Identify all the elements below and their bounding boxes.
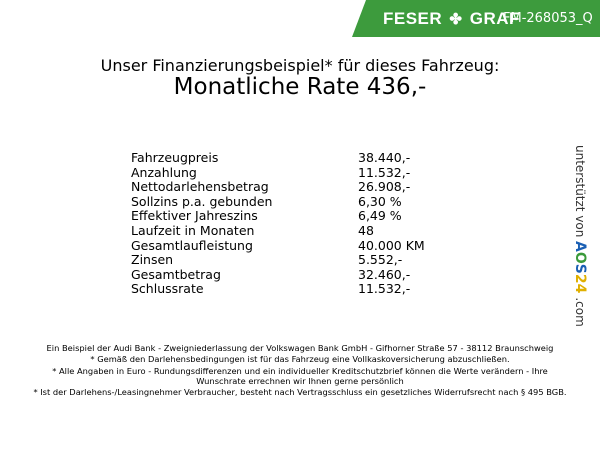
row-label: Sollzins p.a. gebunden [131, 193, 273, 209]
aos24-credit: unterstützt von AOS24 .com [572, 145, 588, 327]
row-label: Zinsen [131, 252, 174, 268]
row-label: Schlussrate [131, 281, 204, 297]
row-value: 40.000 KM [358, 237, 425, 253]
table-row: Gesamtlaufleistung 40.000 KM [131, 238, 431, 253]
footer-line: Ein Beispiel der Audi Bank - Zweignieder… [46, 343, 554, 353]
row-label: Nettodarlehensbetrag [131, 179, 269, 195]
finance-table: Fahrzeugpreis 38.440,- Anzahlung 11.532,- … [131, 150, 431, 296]
table-row: Schlussrate 11.532,- [131, 281, 431, 296]
footer-line: * Gemäß den Darlehensbedingungen ist für… [90, 354, 510, 365]
heading: Unser Finanzierungsbeispiel* für dieses … [100, 56, 500, 75]
row-value: 11.532,- [358, 164, 411, 180]
monthly-rate: Monatliche Rate 436,- [173, 74, 427, 100]
footer-line: * Alle Angaben in Euro - Rundungsdiffere… [52, 365, 548, 386]
credit-text: unterstützt von [573, 145, 587, 238]
row-label: Fahrzeugpreis [131, 150, 219, 165]
row-label: Gesamtbetrag [131, 266, 221, 282]
row-value: 5.552,- [358, 252, 403, 268]
clover-icon: ✤ [449, 11, 463, 28]
table-row: Fahrzeugpreis 38.440,- [131, 150, 431, 165]
brand-right: GRAF [469, 9, 520, 28]
row-value: 38.440,- [358, 150, 411, 165]
table-row: Nettodarlehensbetrag 26.908,- [131, 179, 431, 194]
row-value: 6,49 % [358, 208, 402, 224]
row-value: 11.532,- [358, 281, 411, 297]
row-label: Gesamtlaufleistung [131, 237, 253, 253]
table-row: Laufzeit in Monaten 48 [131, 223, 431, 238]
row-value: 48 [358, 222, 374, 238]
row-value: 26.908,- [358, 179, 411, 195]
table-row: Sollzins p.a. gebunden 6,30 % [131, 194, 431, 209]
dealer-logo: FESER ✤ GRAF [383, 9, 520, 29]
vehicle-code: FM-268053_Q [503, 11, 593, 26]
table-row: Zinsen 5.552,- [131, 252, 431, 267]
footer-line: * Ist der Darlehens-/Leasingnehmer Verbr… [33, 387, 567, 398]
table-row: Gesamtbetrag 32.460,- [131, 267, 431, 282]
row-label: Effektiver Jahreszins [131, 208, 258, 224]
credit-suffix: .com [573, 297, 587, 327]
row-value: 32.460,- [358, 266, 411, 282]
aos24-logo: AOS24 [572, 241, 588, 294]
row-label: Laufzeit in Monaten [131, 222, 255, 238]
row-value: 6,30 % [358, 193, 402, 209]
legal-footer: Ein Beispiel der Audi Bank - Zweignieder… [30, 343, 570, 398]
brand-left: FESER [383, 9, 443, 28]
row-label: Anzahlung [131, 164, 197, 180]
dealer-banner [352, 0, 600, 37]
table-row: Anzahlung 11.532,- [131, 165, 431, 180]
table-row: Effektiver Jahreszins 6,49 % [131, 208, 431, 223]
